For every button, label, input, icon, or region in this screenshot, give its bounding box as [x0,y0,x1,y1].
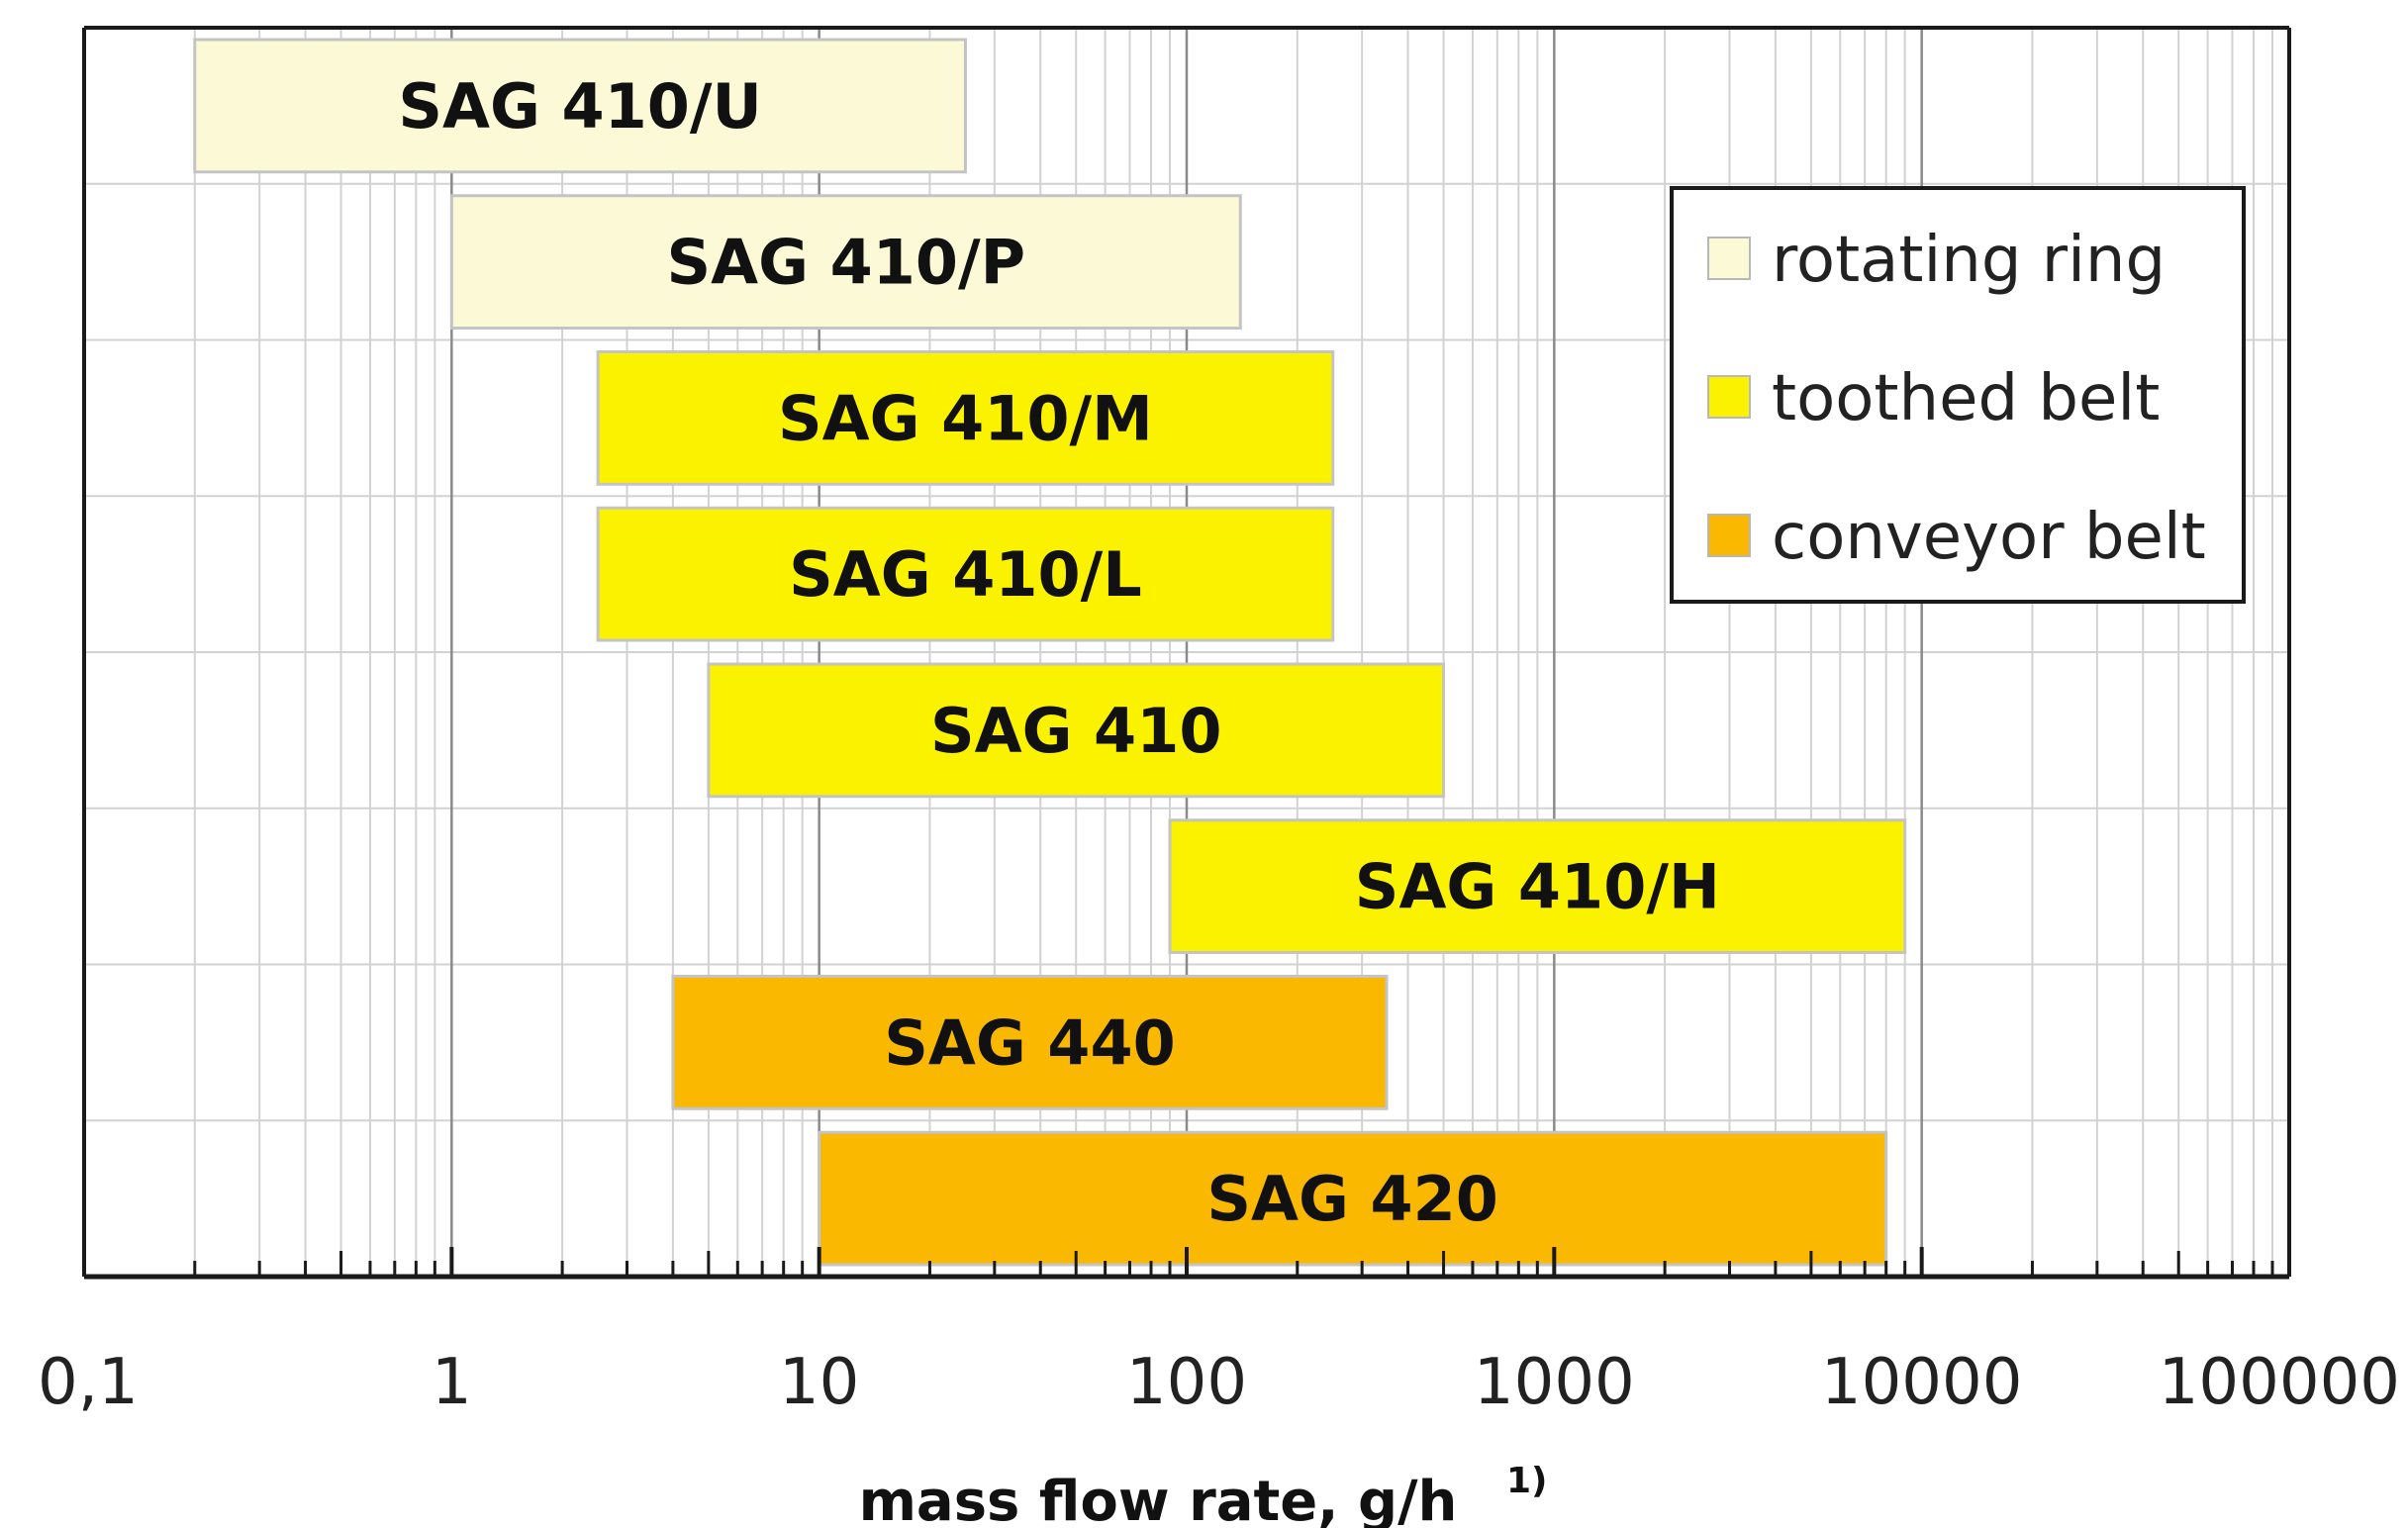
x-tick-label: 100000 [2159,1346,2400,1419]
bar-label-sag-410: SAG 410 [930,695,1222,767]
x-tick-label: 100 [1126,1346,1247,1419]
x-tick-label: 1000 [1474,1346,1635,1419]
x-tick-labels: 0,1 1 10 100 1000 10000 100000 [38,1346,2400,1419]
x-axis-ticks [84,1247,2289,1277]
legend-label-rotating-ring: rotating ring [1772,224,2166,297]
bar-label-sag-440: SAG 440 [884,1006,1176,1079]
legend-label-conveyor-belt: conveyor belt [1772,501,2206,574]
x-tick-label: 10000 [1821,1346,2023,1419]
bar-label-sag-410-h: SAG 410/H [1355,851,1720,923]
x-axis-title-superscript: 1) [1506,1461,1548,1501]
bar-label-sag-420: SAG 420 [1206,1163,1498,1235]
x-tick-label: 0,1 [38,1346,139,1419]
bar-label-sag-410-m: SAG 410/M [778,382,1153,454]
legend: rotating ring toothed belt conveyor belt [1672,188,2244,602]
bar-label-sag-410-p: SAG 410/P [666,227,1025,299]
x-axis-title: mass flow rate, g/h [859,1470,1458,1528]
x-tick-label: 10 [779,1346,859,1419]
bar-label-sag-410-u: SAG 410/U [398,70,762,143]
legend-swatch-conveyor-belt [1708,515,1750,556]
legend-swatch-toothed-belt [1708,376,1750,418]
legend-label-toothed-belt: toothed belt [1772,362,2160,435]
x-tick-label: 1 [432,1346,472,1419]
bar-label-sag-410-l: SAG 410/L [789,538,1142,611]
legend-swatch-rotating-ring [1708,238,1750,279]
x-axis-title-text: mass flow rate, g/h [859,1470,1458,1528]
